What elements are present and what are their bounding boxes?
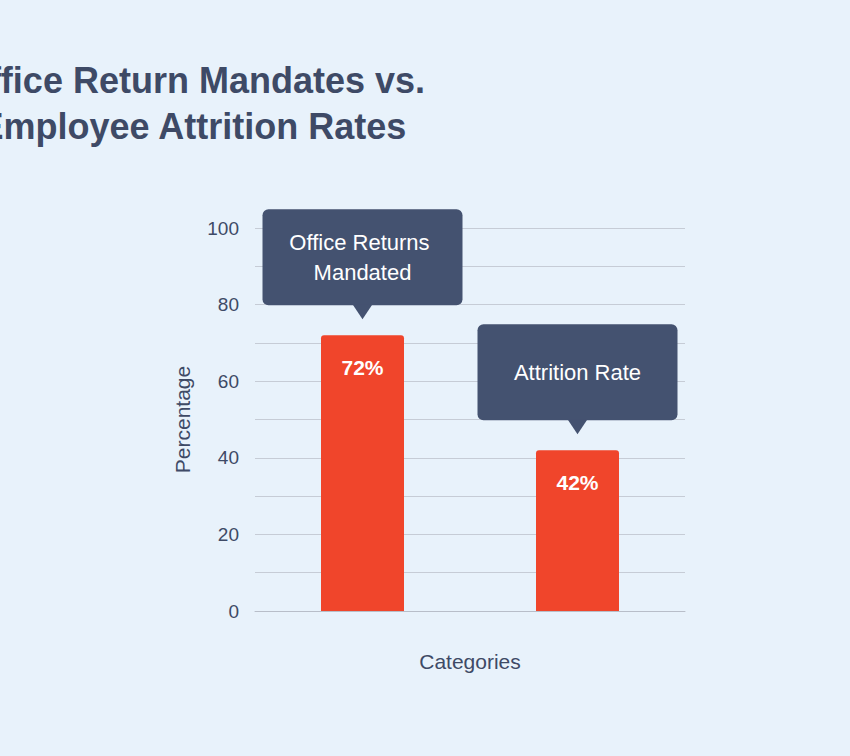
svg-text:Mandated: Mandated — [314, 260, 412, 285]
svg-text:Attrition Rate: Attrition Rate — [514, 360, 641, 385]
svg-text:100: 100 — [207, 218, 239, 239]
svg-text:Employee Attrition Rates: Employee Attrition Rates — [0, 106, 406, 147]
svg-text:Office Returns: Office Returns — [289, 230, 435, 255]
svg-text:80: 80 — [218, 294, 239, 315]
svg-text:Categories: Categories — [419, 650, 521, 673]
svg-text:Office Return Mandates vs.: Office Return Mandates vs. — [0, 60, 425, 101]
svg-text:72%: 72% — [341, 356, 383, 379]
svg-text:Percentage: Percentage — [171, 366, 194, 473]
svg-text:20: 20 — [218, 524, 239, 545]
svg-text:42%: 42% — [556, 471, 598, 494]
svg-text:0: 0 — [228, 601, 239, 622]
svg-text:40: 40 — [218, 447, 239, 468]
svg-text:60: 60 — [218, 371, 239, 392]
